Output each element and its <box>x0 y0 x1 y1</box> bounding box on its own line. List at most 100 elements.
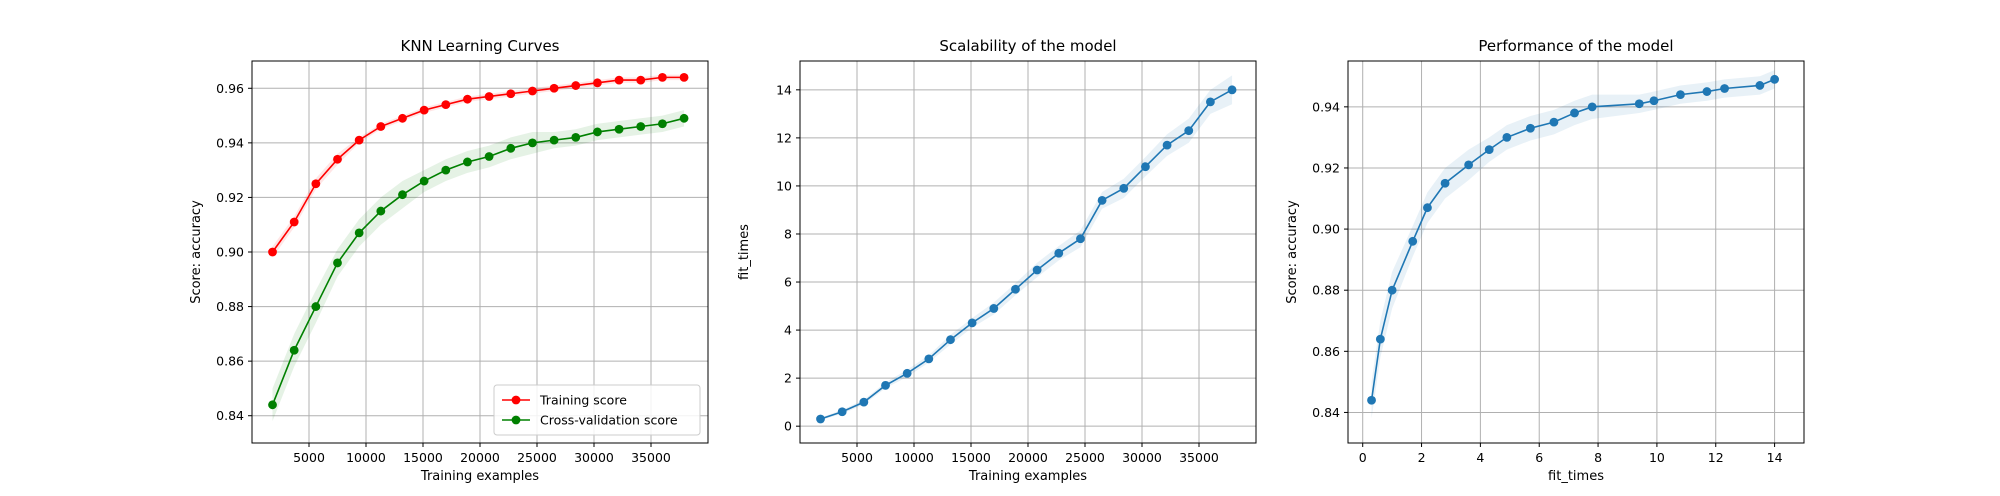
data-point <box>463 94 472 104</box>
data-point <box>419 105 429 115</box>
data-point <box>1184 126 1194 136</box>
y-tick-label: 0.86 <box>216 354 244 369</box>
data-point <box>441 165 451 175</box>
confidence-band <box>820 75 1233 421</box>
x-tick-label: 0 <box>1359 450 1367 465</box>
x-tick-label: 12 <box>1708 450 1724 465</box>
data-point <box>398 190 407 200</box>
data-point <box>636 122 646 131</box>
x-tick-label: 35000 <box>1179 450 1219 465</box>
x-tick-label: 5000 <box>293 450 325 465</box>
data-point <box>571 81 581 90</box>
chart-1: 5000 10000 15000 20000 25000 30000 35000 0.84 0.… <box>189 37 709 484</box>
data-point <box>1423 203 1432 213</box>
x-tick-label: 20000 <box>460 450 500 465</box>
data-point <box>506 143 516 153</box>
chart-3: 0 2 4 6 8 10 12 14 0.84 0.86 0.88 0.90 0.92 0.94 Perfo… <box>1285 37 1805 484</box>
chart-title: Scalability of the model <box>939 37 1116 55</box>
data-point <box>1484 145 1494 155</box>
y-tick-label: 0.84 <box>216 408 244 423</box>
data-point <box>1076 234 1085 244</box>
x-tick-label: 10000 <box>894 450 934 465</box>
data-point <box>1770 74 1779 84</box>
data-point <box>333 154 342 164</box>
y-axis-label: Score: accuracy <box>1285 200 1300 304</box>
x-tick-label: 2 <box>1418 450 1426 465</box>
x-tick-label: 20000 <box>1008 450 1048 465</box>
legend-frame <box>493 384 701 436</box>
data-point <box>1141 162 1150 172</box>
y-tick-label: 14 <box>776 82 792 97</box>
data-point <box>1032 265 1042 275</box>
data-point <box>354 135 364 145</box>
data-point <box>463 157 472 167</box>
y-tick-label: 0 <box>784 419 792 434</box>
x-tick-label: 30000 <box>574 450 614 465</box>
data-point <box>1634 99 1644 109</box>
data-point <box>1502 133 1512 142</box>
y-tick-label: 2 <box>784 371 792 386</box>
data-point <box>1206 97 1215 107</box>
y-axis-label: fit_times <box>737 224 752 280</box>
x-tick-label: 14 <box>1767 450 1783 465</box>
data-point <box>1702 87 1712 96</box>
y-tick-label: 0.90 <box>216 245 244 260</box>
data-point <box>376 206 386 216</box>
data-point <box>679 72 689 82</box>
y-tick-label: 0.86 <box>1312 344 1340 359</box>
legend-label: Cross-validation score <box>540 413 678 428</box>
x-tick-label: 25000 <box>1065 450 1105 465</box>
y-tick-label: 0.88 <box>216 299 244 314</box>
data-point <box>268 247 277 257</box>
data-point <box>1676 90 1685 100</box>
series-1 <box>816 75 1237 424</box>
chart-title: KNN Learning Curves <box>400 37 559 55</box>
data-point <box>354 228 364 238</box>
data-point <box>1387 285 1397 295</box>
data-point <box>528 138 537 148</box>
data-point <box>571 133 581 142</box>
data-point <box>902 368 912 378</box>
data-point <box>268 400 277 410</box>
y-tick-label: 0.94 <box>216 135 244 150</box>
x-tick-label: 15000 <box>403 450 443 465</box>
x-tick-label: 10 <box>1649 450 1665 465</box>
chart-title: Performance of the model <box>1478 37 1673 55</box>
data-point <box>1227 85 1237 95</box>
data-point <box>593 127 602 137</box>
data-point <box>333 258 342 268</box>
x-tick-label: 5000 <box>841 450 873 465</box>
data-point <box>1526 123 1535 133</box>
data-point <box>311 179 321 189</box>
x-tick-label: 30000 <box>1122 450 1162 465</box>
x-axis-label: Training examples <box>420 469 539 484</box>
data-point <box>1054 248 1064 258</box>
data-point <box>1587 102 1597 112</box>
data-point <box>1440 178 1450 188</box>
y-tick-label: 6 <box>784 275 792 290</box>
data-point <box>1755 81 1765 90</box>
legend-marker <box>511 395 521 405</box>
data-point <box>1570 108 1579 118</box>
data-point <box>1367 395 1376 405</box>
data-point <box>484 92 494 101</box>
data-point <box>658 72 667 82</box>
data-point <box>593 78 602 88</box>
y-tick-label: 8 <box>784 226 792 241</box>
data-point <box>816 414 825 424</box>
y-tick-label: 0.96 <box>216 81 244 96</box>
data-point <box>289 217 299 227</box>
data-point <box>658 119 667 129</box>
series-line <box>1370 78 1775 401</box>
data-point <box>614 124 624 134</box>
x-tick-label: 6 <box>1535 450 1543 465</box>
data-point <box>946 335 955 345</box>
y-tick-label: 0.92 <box>1312 160 1340 175</box>
data-point <box>679 113 689 123</box>
data-point <box>398 113 407 123</box>
series-2 <box>268 110 689 422</box>
x-tick-label: 25000 <box>517 450 557 465</box>
data-point <box>1119 183 1129 193</box>
data-point <box>1408 236 1418 246</box>
y-tick-label: 4 <box>784 323 792 338</box>
